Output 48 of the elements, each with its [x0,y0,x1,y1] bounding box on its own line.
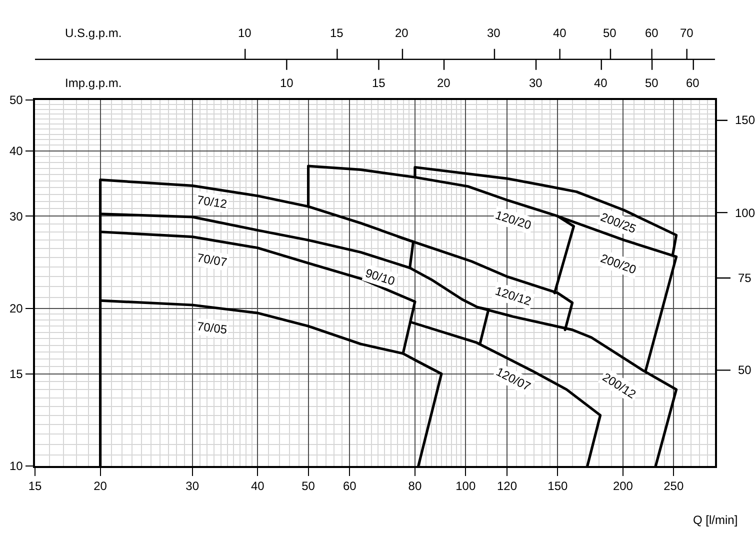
x-tick-label: 40 [250,479,265,494]
text: 50 [603,26,617,40]
text: 120/20 [494,208,534,232]
text: 20 [437,76,451,90]
text: 15 [330,26,344,40]
x-axis-title: Q [l/min] [693,513,738,527]
text: 70 [680,26,694,40]
text: 150 [735,113,756,127]
text: 200/25 [598,210,638,236]
x-tick-label: 30 [186,479,200,494]
x-tick-label: 60 [342,479,357,494]
text: 60 [686,76,700,90]
text: 60 [645,26,659,40]
x-tick-label: 250 [664,479,684,494]
text: 50 [645,76,659,90]
x-tick-label: 200 [612,479,634,494]
text: 40 [553,26,567,40]
x-tick-label: 50 [302,479,316,494]
text: Imp.g.p.m. [65,76,122,90]
y-tick-label: 40 [9,144,24,158]
text: U.S.g.p.m. [65,26,122,40]
text: 20 [395,26,409,40]
y-tick-label: 50 [9,93,24,108]
text: 70/07 [196,250,228,270]
text: 90/10 [364,266,397,288]
y-tick-label: 10 [9,459,24,474]
text: 200/20 [598,251,638,277]
text: 40 [594,76,608,90]
x-tick-label: 100 [456,479,476,494]
x-tick-label: 80 [408,479,422,494]
text: 10 [280,76,294,90]
text: 70/12 [196,192,228,212]
x-tick-label: 20 [94,479,108,494]
text: 15 [372,76,386,90]
x-tick-label: 120 [496,479,518,494]
x-tick-label: 150 [548,479,568,494]
x-tick-label: 15 [28,479,42,494]
text: 10 [238,26,252,40]
text: 100 [735,206,756,220]
text: 75 [738,271,752,285]
y-tick-label: 15 [9,366,24,381]
text: 70/05 [196,319,228,337]
text: 30 [487,26,501,40]
y-tick-label: 30 [9,209,24,224]
text: 120/12 [494,284,534,308]
y-tick-label: 20 [9,302,24,316]
text: 30 [529,76,543,90]
text: 50 [738,363,752,377]
